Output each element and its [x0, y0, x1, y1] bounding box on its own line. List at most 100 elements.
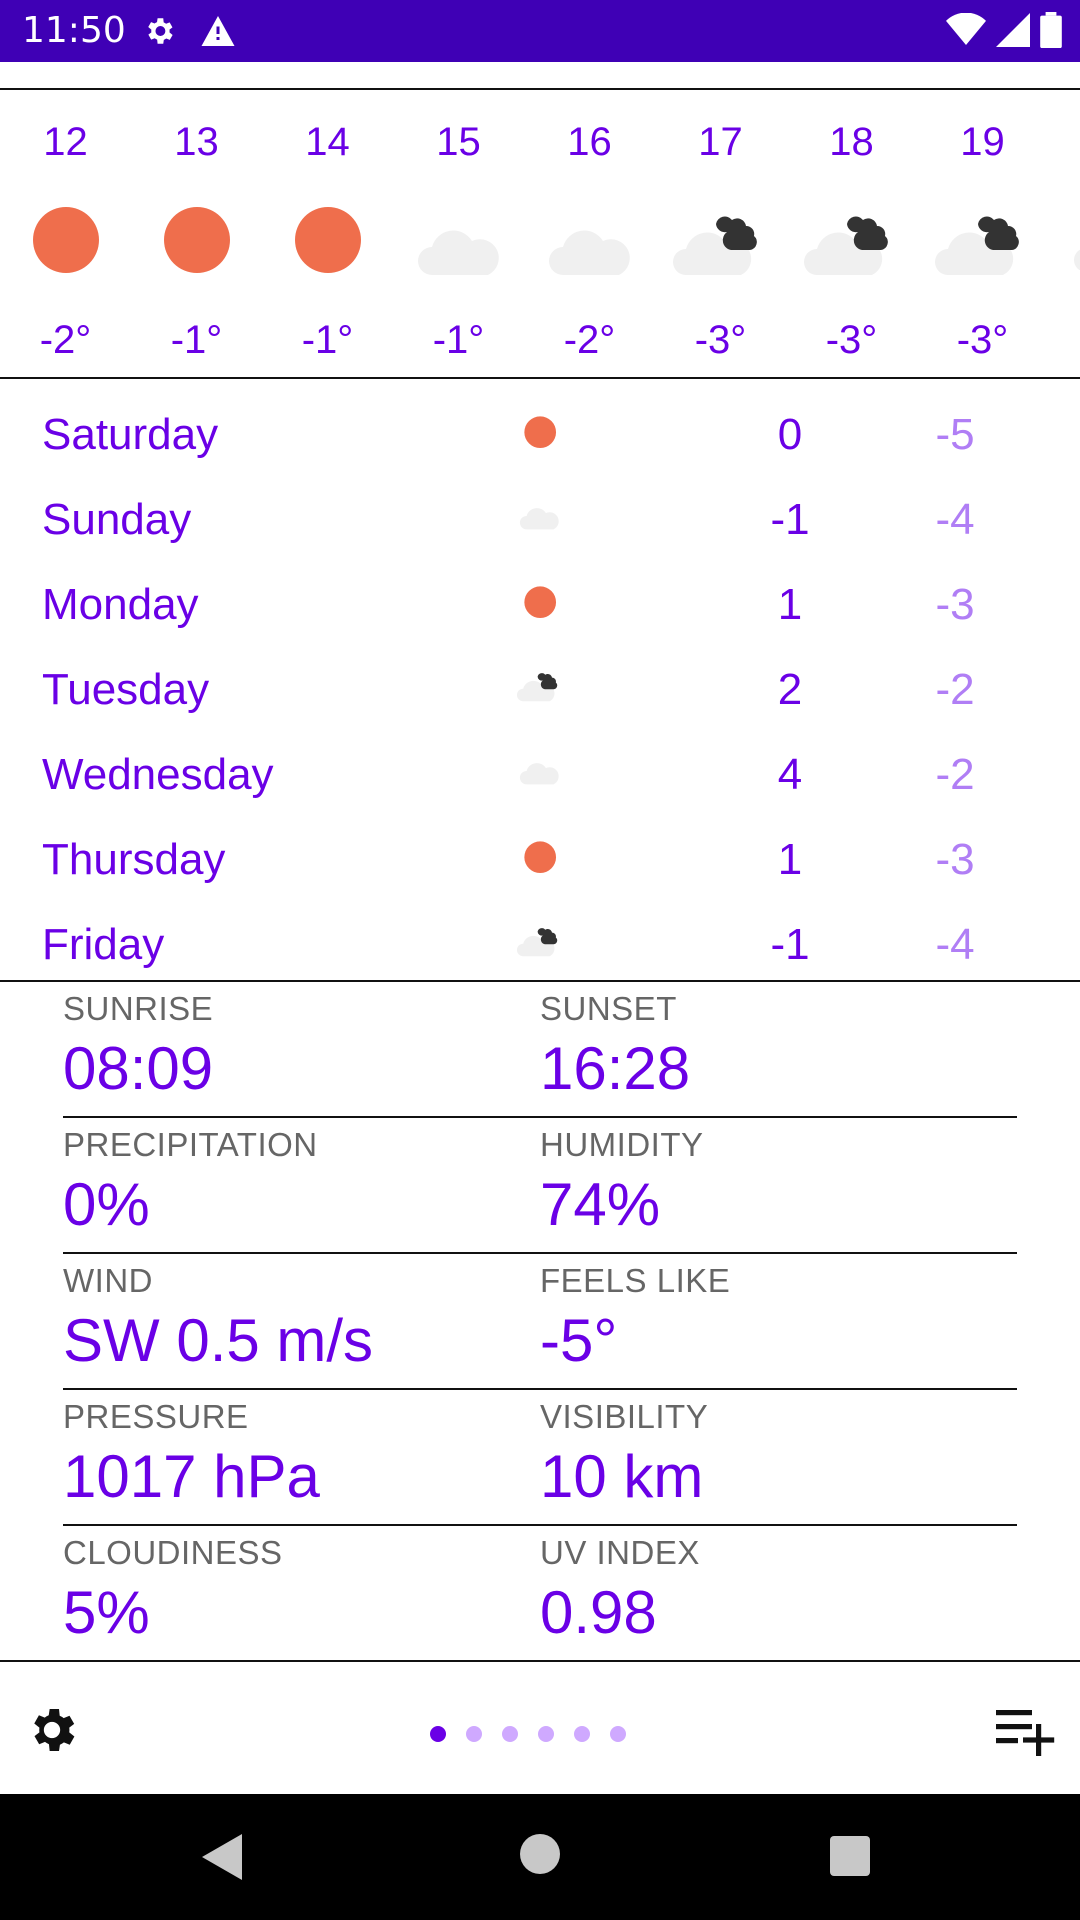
detail-label: SUNSET — [540, 990, 677, 1027]
status-time: 11:50 — [22, 10, 126, 51]
day-row[interactable]: Monday 1 -3 — [0, 562, 1080, 647]
sun-icon — [131, 200, 262, 280]
page-dot[interactable] — [574, 1726, 590, 1742]
day-high-temp: 4 — [777, 750, 803, 799]
detail-value: -5° — [540, 1307, 618, 1374]
page-dot[interactable] — [502, 1726, 518, 1742]
hour-label: 15 — [436, 120, 481, 164]
back-icon — [202, 1834, 242, 1880]
day-high-temp: 1 — [777, 580, 803, 629]
bottom-bar — [0, 1662, 1080, 1794]
hour-label: 17 — [698, 120, 743, 164]
divider — [0, 980, 1080, 982]
cloud-dark-icon — [516, 667, 564, 707]
day-row[interactable]: Tuesday 2 -2 — [0, 647, 1080, 732]
detail-label: UV INDEX — [540, 1534, 700, 1571]
day-row[interactable]: Sunday -1 -4 — [0, 477, 1080, 562]
detail-value: 08:09 — [63, 1035, 214, 1102]
hour-temp: -2° — [563, 318, 616, 362]
divider — [63, 1524, 1017, 1526]
day-high-temp: 1 — [777, 835, 803, 884]
detail-sunset: SUNSET 16:28 — [540, 990, 980, 1103]
page-dot[interactable] — [430, 1726, 446, 1742]
hour-label: 19 — [960, 120, 1005, 164]
recents-button[interactable] — [830, 1836, 870, 1876]
detail-value: SW 0.5 m/s — [63, 1307, 374, 1374]
detail-value: 74% — [540, 1171, 661, 1238]
battery-icon — [1040, 12, 1062, 53]
page-dot[interactable] — [610, 1726, 626, 1742]
detail-label: SUNRISE — [63, 990, 214, 1027]
hour-temp: -3° — [956, 318, 1009, 362]
home-button[interactable] — [520, 1834, 560, 1874]
hourly-forecast[interactable]: 12 -2° 13 -1° 14 -1° 15 -1° 16 -2° 17 -3° 18 -3° 19 -3° — [0, 90, 1080, 378]
day-high-temp: -1 — [770, 495, 810, 544]
cloud-dark-icon — [786, 200, 917, 280]
detail-label: HUMIDITY — [540, 1126, 704, 1163]
day-low-temp: -3 — [935, 835, 975, 884]
detail-visibility: VISIBILITY 10 km — [540, 1398, 980, 1511]
detail-value: 5% — [63, 1579, 150, 1646]
day-high-temp: 2 — [777, 665, 803, 714]
sun-icon — [516, 412, 564, 452]
cloud-icon — [524, 200, 655, 280]
divider — [0, 88, 1080, 90]
page-indicator[interactable] — [430, 1726, 626, 1742]
settings-button[interactable] — [24, 1702, 80, 1758]
page-dot[interactable] — [538, 1726, 554, 1742]
divider — [63, 1388, 1017, 1390]
sun-icon — [0, 200, 131, 280]
divider — [0, 1660, 1080, 1662]
detail-value: 0% — [63, 1171, 150, 1238]
day-row[interactable]: Thursday 1 -3 — [0, 817, 1080, 902]
page-dot[interactable] — [466, 1726, 482, 1742]
warning-icon — [200, 14, 236, 53]
detail-label: FEELS LIKE — [540, 1262, 731, 1299]
detail-uv-index: UV INDEX 0.98 — [540, 1534, 980, 1647]
day-high-temp: -1 — [770, 920, 810, 969]
divider — [63, 1252, 1017, 1254]
day-name: Friday — [42, 920, 165, 969]
cloud-icon — [1068, 230, 1080, 271]
hour-temp: -2° — [39, 318, 92, 362]
detail-value: 0.98 — [540, 1579, 657, 1646]
detail-value: 1017 hPa — [63, 1443, 320, 1510]
cloud-icon — [516, 497, 564, 537]
detail-feels-like: FEELS LIKE -5° — [540, 1262, 980, 1375]
detail-value: 16:28 — [540, 1035, 691, 1102]
status-bar: 11:50 — [0, 0, 1080, 62]
hour-temp: -3° — [825, 318, 878, 362]
detail-value: 10 km — [540, 1443, 704, 1510]
day-row[interactable]: Saturday 0 -5 — [0, 392, 1080, 477]
hour-label: 14 — [305, 120, 350, 164]
playlist-add-icon — [996, 1710, 1055, 1756]
day-row[interactable]: Friday -1 -4 — [0, 902, 1080, 987]
day-low-temp: -2 — [935, 665, 975, 714]
hour-temp: -1° — [170, 318, 223, 362]
day-name: Wednesday — [42, 750, 274, 799]
hour-temp: -3° — [694, 318, 747, 362]
sun-icon — [262, 200, 393, 280]
day-low-temp: -5 — [935, 410, 975, 459]
cloud-icon — [393, 200, 524, 280]
day-low-temp: -3 — [935, 580, 975, 629]
detail-sunrise: SUNRISE 08:09 — [63, 990, 503, 1103]
cloud-dark-icon — [516, 922, 564, 962]
day-high-temp: 0 — [777, 410, 803, 459]
detail-cloudiness: CLOUDINESS 5% — [63, 1534, 503, 1647]
cell-signal-icon — [996, 13, 1030, 52]
back-button[interactable] — [200, 1832, 246, 1887]
day-row[interactable]: Wednesday 4 -2 — [0, 732, 1080, 817]
detail-label: PRESSURE — [63, 1398, 249, 1435]
cloud-dark-icon — [917, 200, 1048, 280]
day-name: Tuesday — [42, 665, 210, 714]
navigation-bar — [0, 1794, 1080, 1920]
add-location-button[interactable] — [996, 1704, 1056, 1756]
day-low-temp: -4 — [935, 920, 975, 969]
detail-label: VISIBILITY — [540, 1398, 709, 1435]
day-name: Thursday — [42, 835, 226, 884]
detail-precipitation: PRECIPITATION 0% — [63, 1126, 503, 1239]
hour-temp: -1° — [301, 318, 354, 362]
settings-notification-icon — [142, 14, 176, 53]
day-low-temp: -2 — [935, 750, 975, 799]
